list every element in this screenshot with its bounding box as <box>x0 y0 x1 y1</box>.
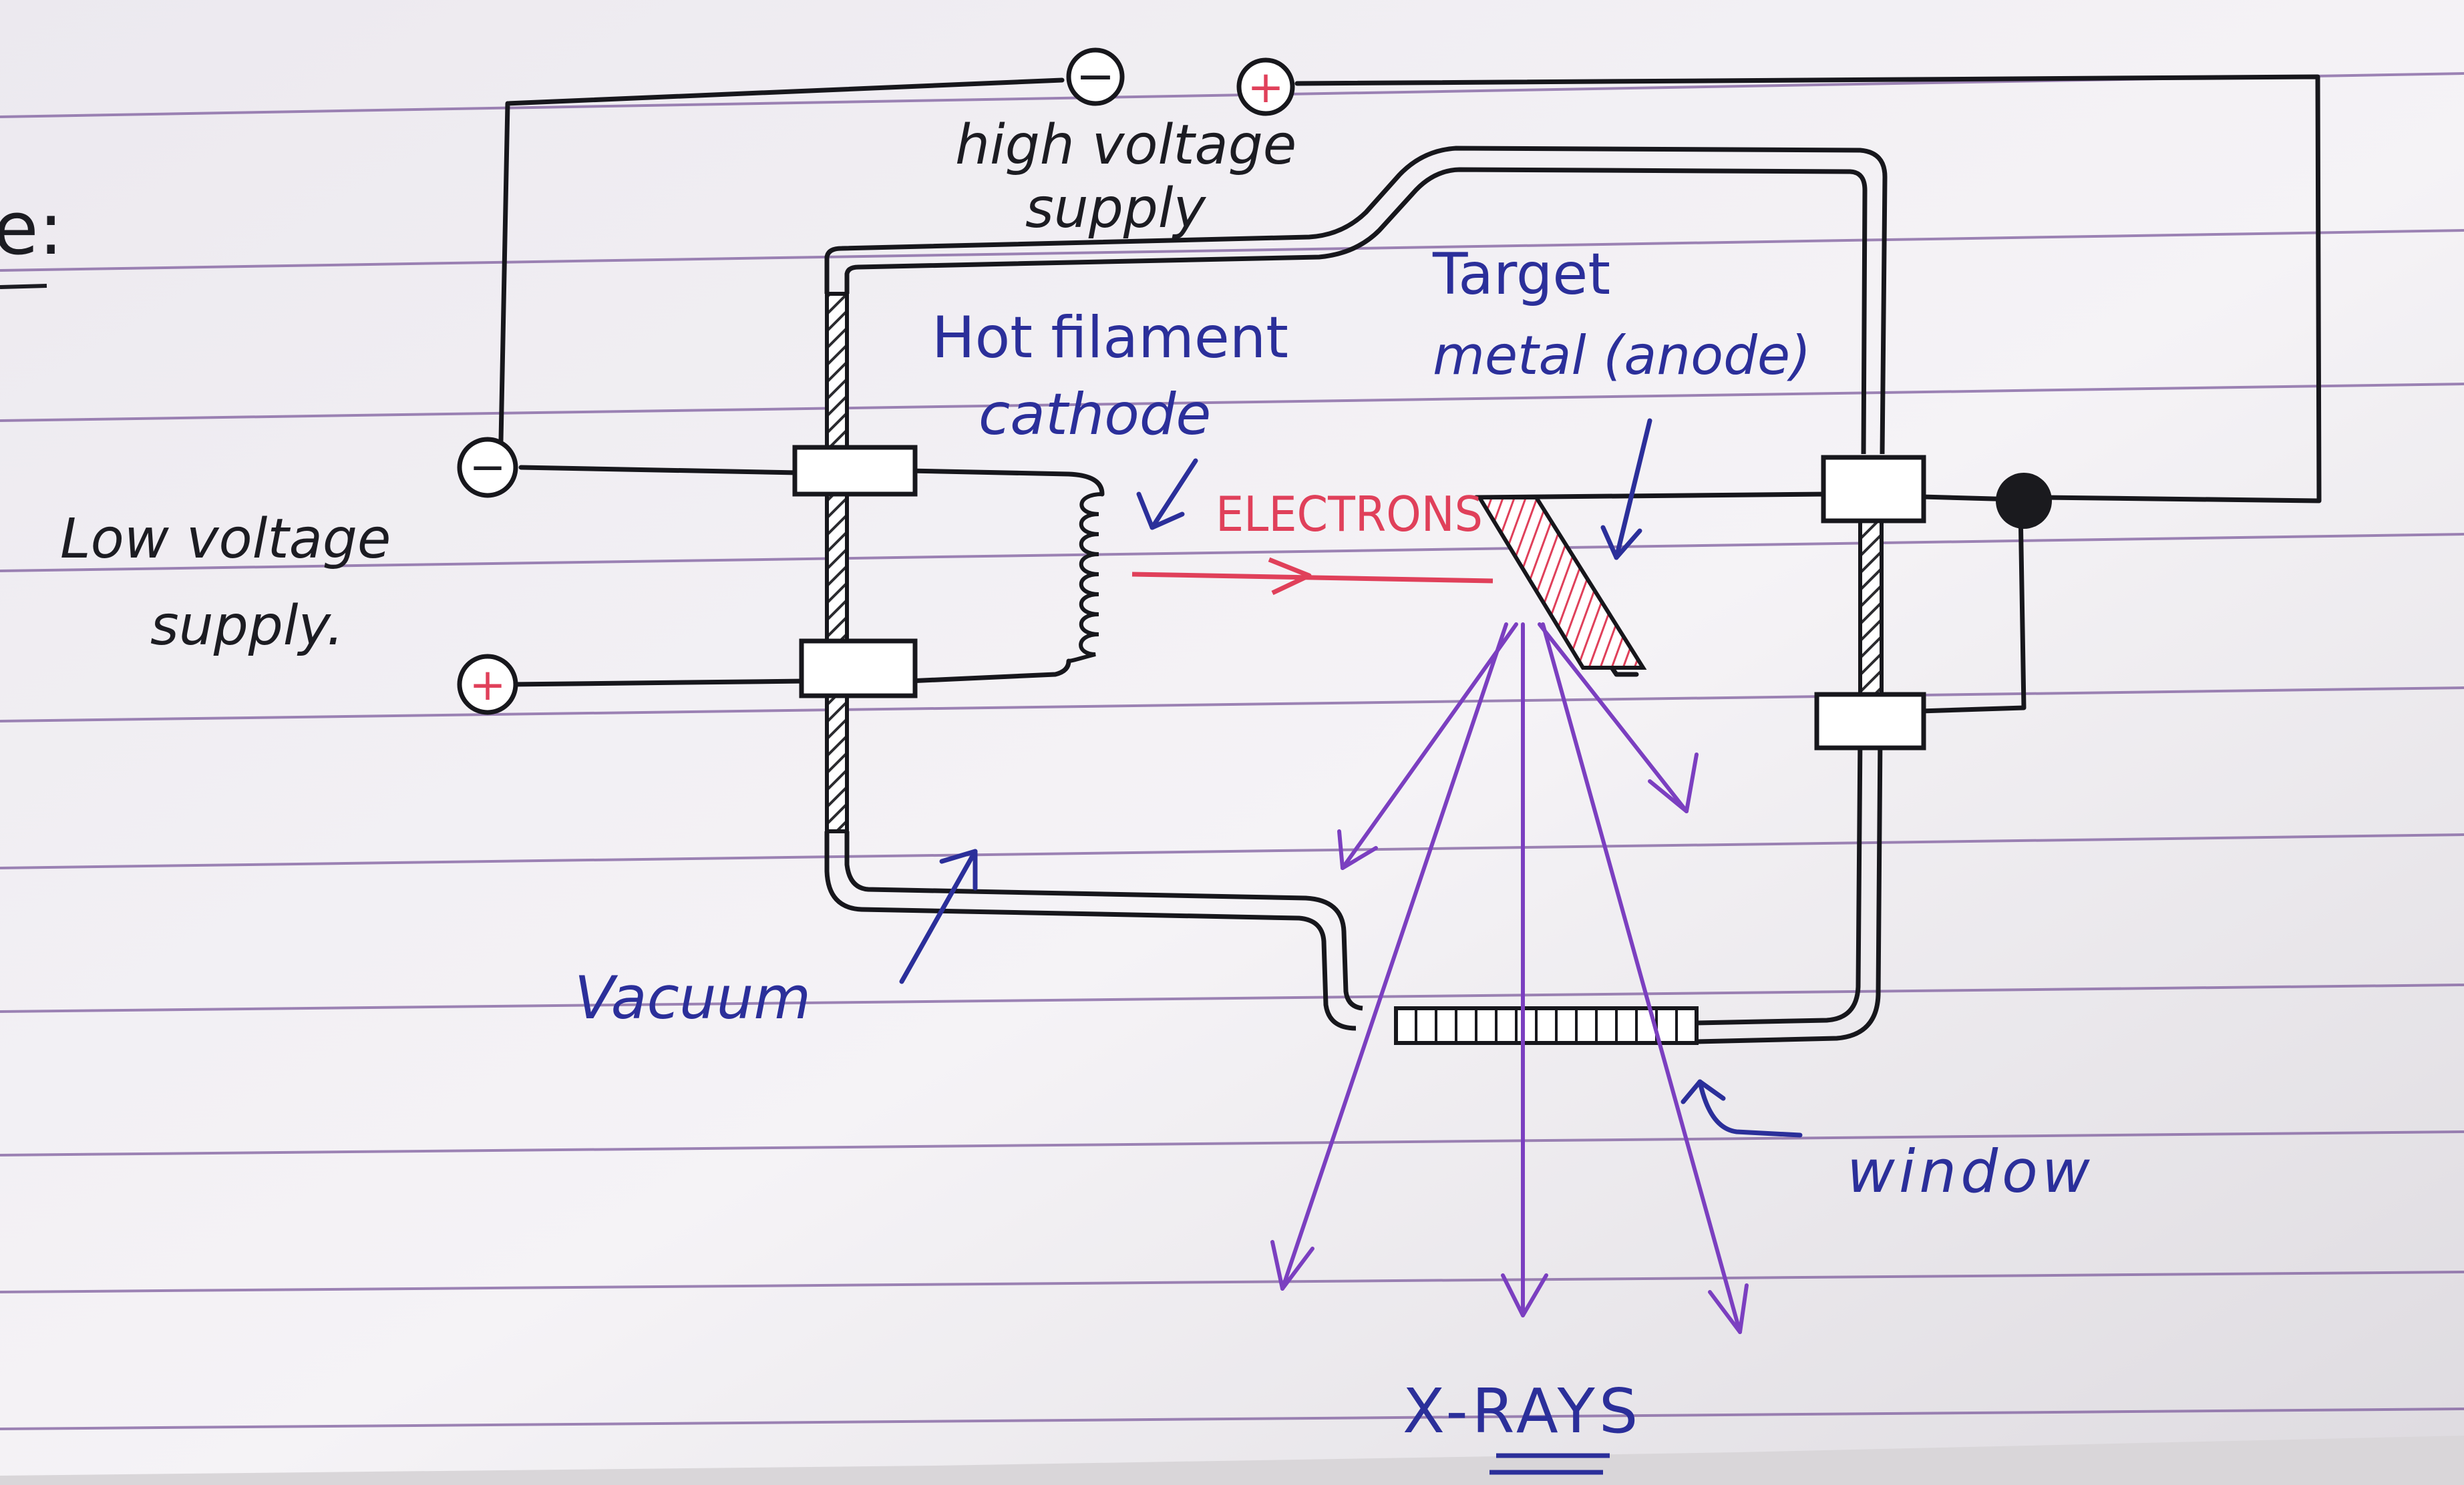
anode-seal <box>1858 492 1884 716</box>
window-label: window <box>1847 1137 2094 1206</box>
vacuum-label: Vacuum <box>574 964 811 1032</box>
minus-sign: − <box>469 441 506 493</box>
annotation-pointers <box>899 418 1803 1138</box>
high-voltage-supply-label-line2: supply <box>1025 177 1207 240</box>
junction-node <box>1996 473 2052 529</box>
target-anode <box>1475 495 1647 670</box>
high-voltage-negative-terminal: − <box>1066 47 1125 106</box>
window <box>1394 1006 1699 1045</box>
low-voltage-supply-label-line2: supply. <box>150 594 344 658</box>
electron-beam-arrow <box>1131 557 1493 596</box>
electrons-label: ELECTRONS <box>1216 486 1483 542</box>
low-voltage-positive-terminal: + <box>457 654 518 715</box>
high-voltage-positive-terminal: + <box>1236 57 1295 116</box>
hot-filament-label-line1: Hot filament <box>932 304 1288 371</box>
hot-filament-label-line2: cathode <box>979 381 1211 448</box>
heading-underline <box>0 284 47 289</box>
low-voltage-supply-label-line1: Low voltage <box>60 507 391 571</box>
upper-cathode-clamp <box>792 445 918 497</box>
x-ray-beams <box>1270 622 1749 1334</box>
target-label-line2: metal (anode) <box>1433 325 1811 387</box>
plus-sign: + <box>1247 61 1284 113</box>
plus-sign: + <box>469 659 506 710</box>
filament-coil <box>1068 492 1103 663</box>
lower-cathode-clamp <box>799 638 918 698</box>
x-rays-label: X-RAYS <box>1403 1375 1642 1447</box>
high-voltage-supply-label-line1: high voltage <box>955 114 1296 177</box>
low-voltage-negative-terminal: − <box>457 437 518 498</box>
lower-anode-clamp <box>1814 692 1926 751</box>
upper-anode-clamp <box>1821 455 1926 523</box>
glass-tube <box>824 146 1888 1044</box>
heading-fragment: e: <box>0 186 63 271</box>
target-label-line1: Target <box>1432 241 1610 308</box>
ruled-lines <box>0 72 2464 1430</box>
minus-sign: − <box>1076 49 1115 103</box>
cathode-seal <box>825 292 849 833</box>
